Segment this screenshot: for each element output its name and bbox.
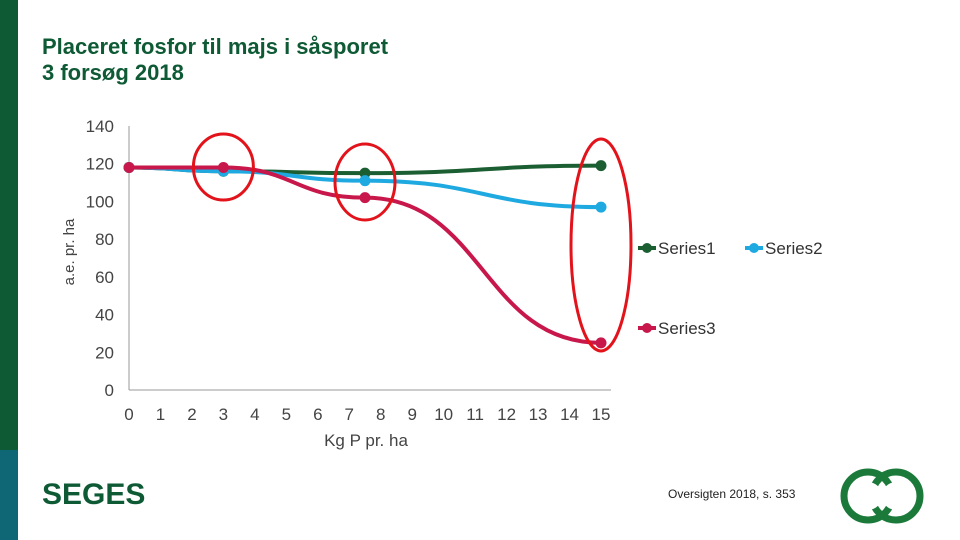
- title-line-2: 3 forsøg 2018: [42, 60, 184, 85]
- x-tick-label: 7: [345, 405, 354, 424]
- highlight-ellipse: [333, 142, 397, 222]
- series-point-1: [595, 160, 607, 172]
- y-tick-label: 20: [95, 343, 114, 362]
- seges-logo: SEGES: [42, 478, 146, 511]
- series-point-2: [359, 175, 371, 187]
- x-axis-label: Kg P pr. ha: [324, 431, 408, 450]
- y-tick-label: 140: [86, 117, 114, 136]
- series-point-3: [123, 161, 135, 173]
- title-line-1: Placeret fosfor til majs i såsporet: [42, 34, 389, 59]
- y-tick-label: 60: [95, 268, 114, 287]
- y-tick-label: 40: [95, 306, 114, 325]
- x-tick-label: 15: [592, 405, 611, 424]
- x-tick-label: 8: [376, 405, 385, 424]
- chart-highlights: [191, 132, 633, 353]
- x-tick-label: 0: [124, 405, 133, 424]
- x-tick-label: 4: [250, 405, 259, 424]
- legend-label: Series3: [658, 319, 716, 338]
- y-tick-label: 120: [86, 155, 114, 174]
- legend-label: Series2: [765, 239, 823, 258]
- x-tick-label: 9: [407, 405, 416, 424]
- landbrug-foedevarer-seal: [840, 468, 924, 524]
- series-point-3: [217, 161, 229, 173]
- series-point-3: [595, 337, 607, 349]
- x-tick-label: 2: [187, 405, 196, 424]
- highlight-ellipse: [569, 137, 633, 353]
- y-axis-label: a.e. pr. ha: [61, 218, 78, 285]
- x-tick-label: 12: [497, 405, 516, 424]
- series-point-1: [359, 167, 371, 179]
- x-tick-label: 1: [156, 405, 165, 424]
- series-point-3: [359, 192, 371, 204]
- series-point-2: [595, 201, 607, 213]
- series-line-2: [128, 165, 602, 210]
- y-tick-label: 100: [86, 192, 114, 211]
- x-tick-label: 3: [219, 405, 228, 424]
- x-tick-label: 11: [466, 405, 484, 424]
- slide-title: Placeret fosfor til majs i såsporet 3 fo…: [42, 34, 388, 86]
- legend-swatch-marker: [749, 243, 759, 253]
- highlight-ellipse: [191, 132, 255, 202]
- x-tick-label: 6: [313, 405, 322, 424]
- chart-series-lines: [123, 160, 607, 349]
- y-tick-label: 80: [95, 230, 114, 249]
- legend-swatch-marker: [642, 243, 652, 253]
- x-tick-label: 10: [434, 405, 453, 424]
- x-tick-label: 5: [282, 405, 291, 424]
- chart-legend: Series1 Series2 Series3: [638, 239, 823, 338]
- y-tick-label: 0: [105, 381, 114, 400]
- x-tick-label: 13: [529, 405, 548, 424]
- x-tick-label: 14: [560, 405, 579, 424]
- legend-swatch-marker: [642, 323, 652, 333]
- side-accent-bar: [0, 0, 18, 540]
- legend-label: Series1: [658, 239, 716, 258]
- side-accent-bar-bottom: [0, 450, 18, 540]
- source-citation: Oversigten 2018, s. 353: [668, 487, 796, 501]
